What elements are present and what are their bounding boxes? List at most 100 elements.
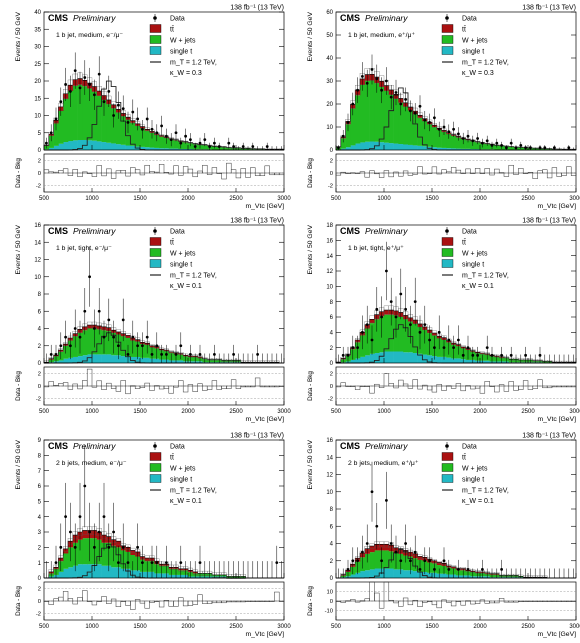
data-point: [399, 559, 403, 563]
bkg-wjets-bar: [63, 98, 69, 143]
ratio-tick-label: 0: [330, 599, 333, 605]
data-point: [217, 145, 221, 148]
data-point: [394, 550, 398, 554]
data-point: [141, 561, 144, 565]
y-tick-label: 0: [330, 148, 334, 154]
ratio-residual-bar: [446, 171, 452, 174]
data-point: [346, 567, 350, 571]
ratio-residual-bar: [115, 170, 122, 174]
ratio-residual-bar: [226, 162, 232, 174]
x-axis-title: m_Vtc [GeV]: [537, 631, 576, 638]
data-point: [437, 330, 441, 334]
bkg-singlet-bar: [135, 356, 141, 363]
ratio-residual-bar: [106, 168, 112, 174]
y-tick-label: 10: [326, 125, 333, 131]
ratio-residual-bar: [436, 600, 442, 609]
bkg-singlet-bar: [360, 142, 366, 150]
data-point: [145, 335, 149, 339]
ratio-residual-bar: [206, 600, 213, 604]
bkg-wjets-bar: [159, 136, 165, 149]
ratio-residual-bar: [197, 383, 203, 387]
ratio-residual-bar: [364, 172, 370, 178]
bkg-wjets-bar: [345, 124, 351, 148]
ratio-residual-bar: [484, 381, 490, 387]
bkg-singlet-bar: [58, 143, 64, 150]
ratio-residual-bar: [264, 385, 270, 388]
x-tick-label: 2000: [181, 624, 195, 630]
x-tick-label: 2500: [229, 624, 243, 630]
bkg-singlet-bar: [345, 147, 351, 150]
bkg-wjets-bar: [384, 90, 390, 143]
bkg-singlet-bar: [465, 148, 471, 150]
ratio-residual-bar: [120, 380, 126, 387]
bkg-singlet-bar: [178, 360, 184, 363]
data-point: [452, 127, 455, 131]
ratio-residual-bar: [479, 172, 486, 174]
bkg-singlet-bar: [87, 564, 93, 578]
data-point: [466, 567, 470, 571]
ratio-residual-bar: [62, 591, 69, 602]
ratio-residual-bar: [369, 385, 375, 394]
bkg-singlet-bar: [398, 351, 404, 363]
bkg-singlet-bar: [92, 354, 98, 364]
ratio-residual-bar: [374, 383, 380, 387]
data-point: [341, 353, 345, 357]
bkg-ttbar-bar: [87, 325, 93, 329]
ratio-residual-bar: [58, 170, 64, 174]
ratio-residual-bar: [187, 168, 194, 174]
data-point: [370, 490, 374, 494]
x-tick-label: 1500: [425, 409, 439, 415]
bkg-singlet-bar: [183, 148, 189, 150]
ratio-residual-bar: [274, 172, 280, 176]
bkg-ttbar-bar: [168, 351, 174, 353]
x-tick-label: 500: [331, 624, 342, 630]
data-point: [198, 352, 202, 356]
x-tick-label: 1000: [377, 624, 391, 630]
bkg-wjets-bar: [92, 91, 98, 141]
ratio-y-axis-title: Data - Bkg: [307, 158, 314, 188]
bkg-singlet-bar: [116, 144, 122, 150]
ratio-residual-bar: [158, 385, 165, 390]
ratio-residual-bar: [494, 385, 500, 393]
data-point: [346, 121, 350, 124]
legend: Data tt̄ W + jets single t m_T = 1.2 TeV, κ_W…: [441, 227, 509, 290]
ratio-residual-bar: [426, 600, 433, 603]
ratio-residual-bar: [149, 600, 155, 603]
bkg-wjets-bar: [484, 144, 490, 150]
y-tick-label: 14: [326, 254, 333, 260]
bkg-singlet-bar: [360, 571, 366, 578]
data-point: [380, 315, 383, 319]
legend: Data tt̄ W + jets single t m_T = 1.2 TeV, κ_W…: [149, 227, 217, 290]
ratio-residual-bar: [570, 172, 577, 176]
bkg-singlet-bar: [340, 148, 346, 150]
ratio-residual-bar: [72, 383, 78, 387]
y-tick-label: 4: [330, 331, 334, 337]
x-tick-label: 2500: [229, 196, 243, 202]
data-point: [505, 146, 508, 150]
legend-data-marker: [445, 444, 449, 448]
data-point: [423, 323, 427, 327]
ratio-residual-bar: [518, 600, 524, 603]
y-tick-label: 6: [38, 484, 42, 490]
data-point: [409, 559, 412, 563]
ratio-residual-bar: [101, 385, 107, 390]
ratio-residual-bar: [259, 172, 266, 176]
ratio-residual-bar: [566, 600, 572, 602]
y-tick-label: 8: [330, 300, 334, 306]
data-point: [136, 545, 140, 549]
ratio-residual-bar: [508, 600, 514, 603]
main-frame: [335, 224, 577, 364]
x-tick-label: 1500: [133, 409, 147, 415]
bkg-wjets-bar: [388, 314, 394, 352]
ratio-residual-bar: [532, 385, 538, 389]
legend-data-marker: [445, 229, 449, 233]
data-point: [389, 95, 393, 99]
y-tick-label: 0: [330, 576, 334, 582]
y-tick-label: 14: [326, 455, 333, 461]
data-point: [232, 352, 236, 356]
x-tick-label: 1000: [85, 196, 99, 202]
data-point: [433, 567, 436, 571]
bkg-singlet-bar: [154, 358, 160, 363]
